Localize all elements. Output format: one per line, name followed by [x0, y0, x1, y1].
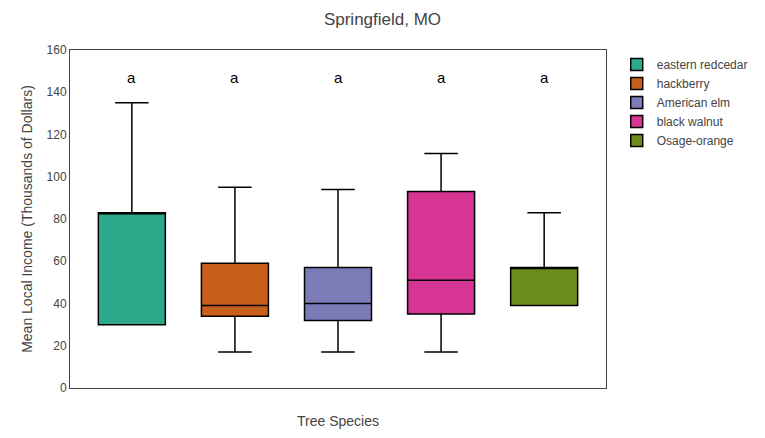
svg-text:0: 0 — [60, 381, 67, 395]
svg-text:American elm: American elm — [657, 96, 730, 110]
svg-text:100: 100 — [47, 170, 67, 184]
svg-text:Mean Local Income (Thousands o: Mean Local Income (Thousands of Dollars) — [19, 85, 35, 353]
svg-text:80: 80 — [53, 212, 67, 226]
svg-text:a: a — [127, 69, 136, 86]
svg-text:140: 140 — [47, 85, 67, 99]
svg-text:a: a — [230, 69, 239, 86]
svg-text:a: a — [437, 69, 446, 86]
svg-text:120: 120 — [47, 128, 67, 142]
svg-text:a: a — [334, 69, 343, 86]
svg-text:20: 20 — [53, 339, 67, 353]
svg-text:40: 40 — [53, 297, 67, 311]
svg-text:hackberry: hackberry — [657, 77, 710, 91]
svg-text:Springfield, MO: Springfield, MO — [324, 10, 441, 29]
svg-text:Osage-orange: Osage-orange — [657, 134, 734, 148]
svg-text:160: 160 — [47, 43, 67, 57]
svg-text:a: a — [540, 69, 549, 86]
svg-text:Tree Species: Tree Species — [297, 413, 379, 429]
svg-text:60: 60 — [53, 254, 67, 268]
svg-text:eastern redcedar: eastern redcedar — [657, 58, 748, 72]
svg-text:black walnut: black walnut — [657, 115, 724, 129]
